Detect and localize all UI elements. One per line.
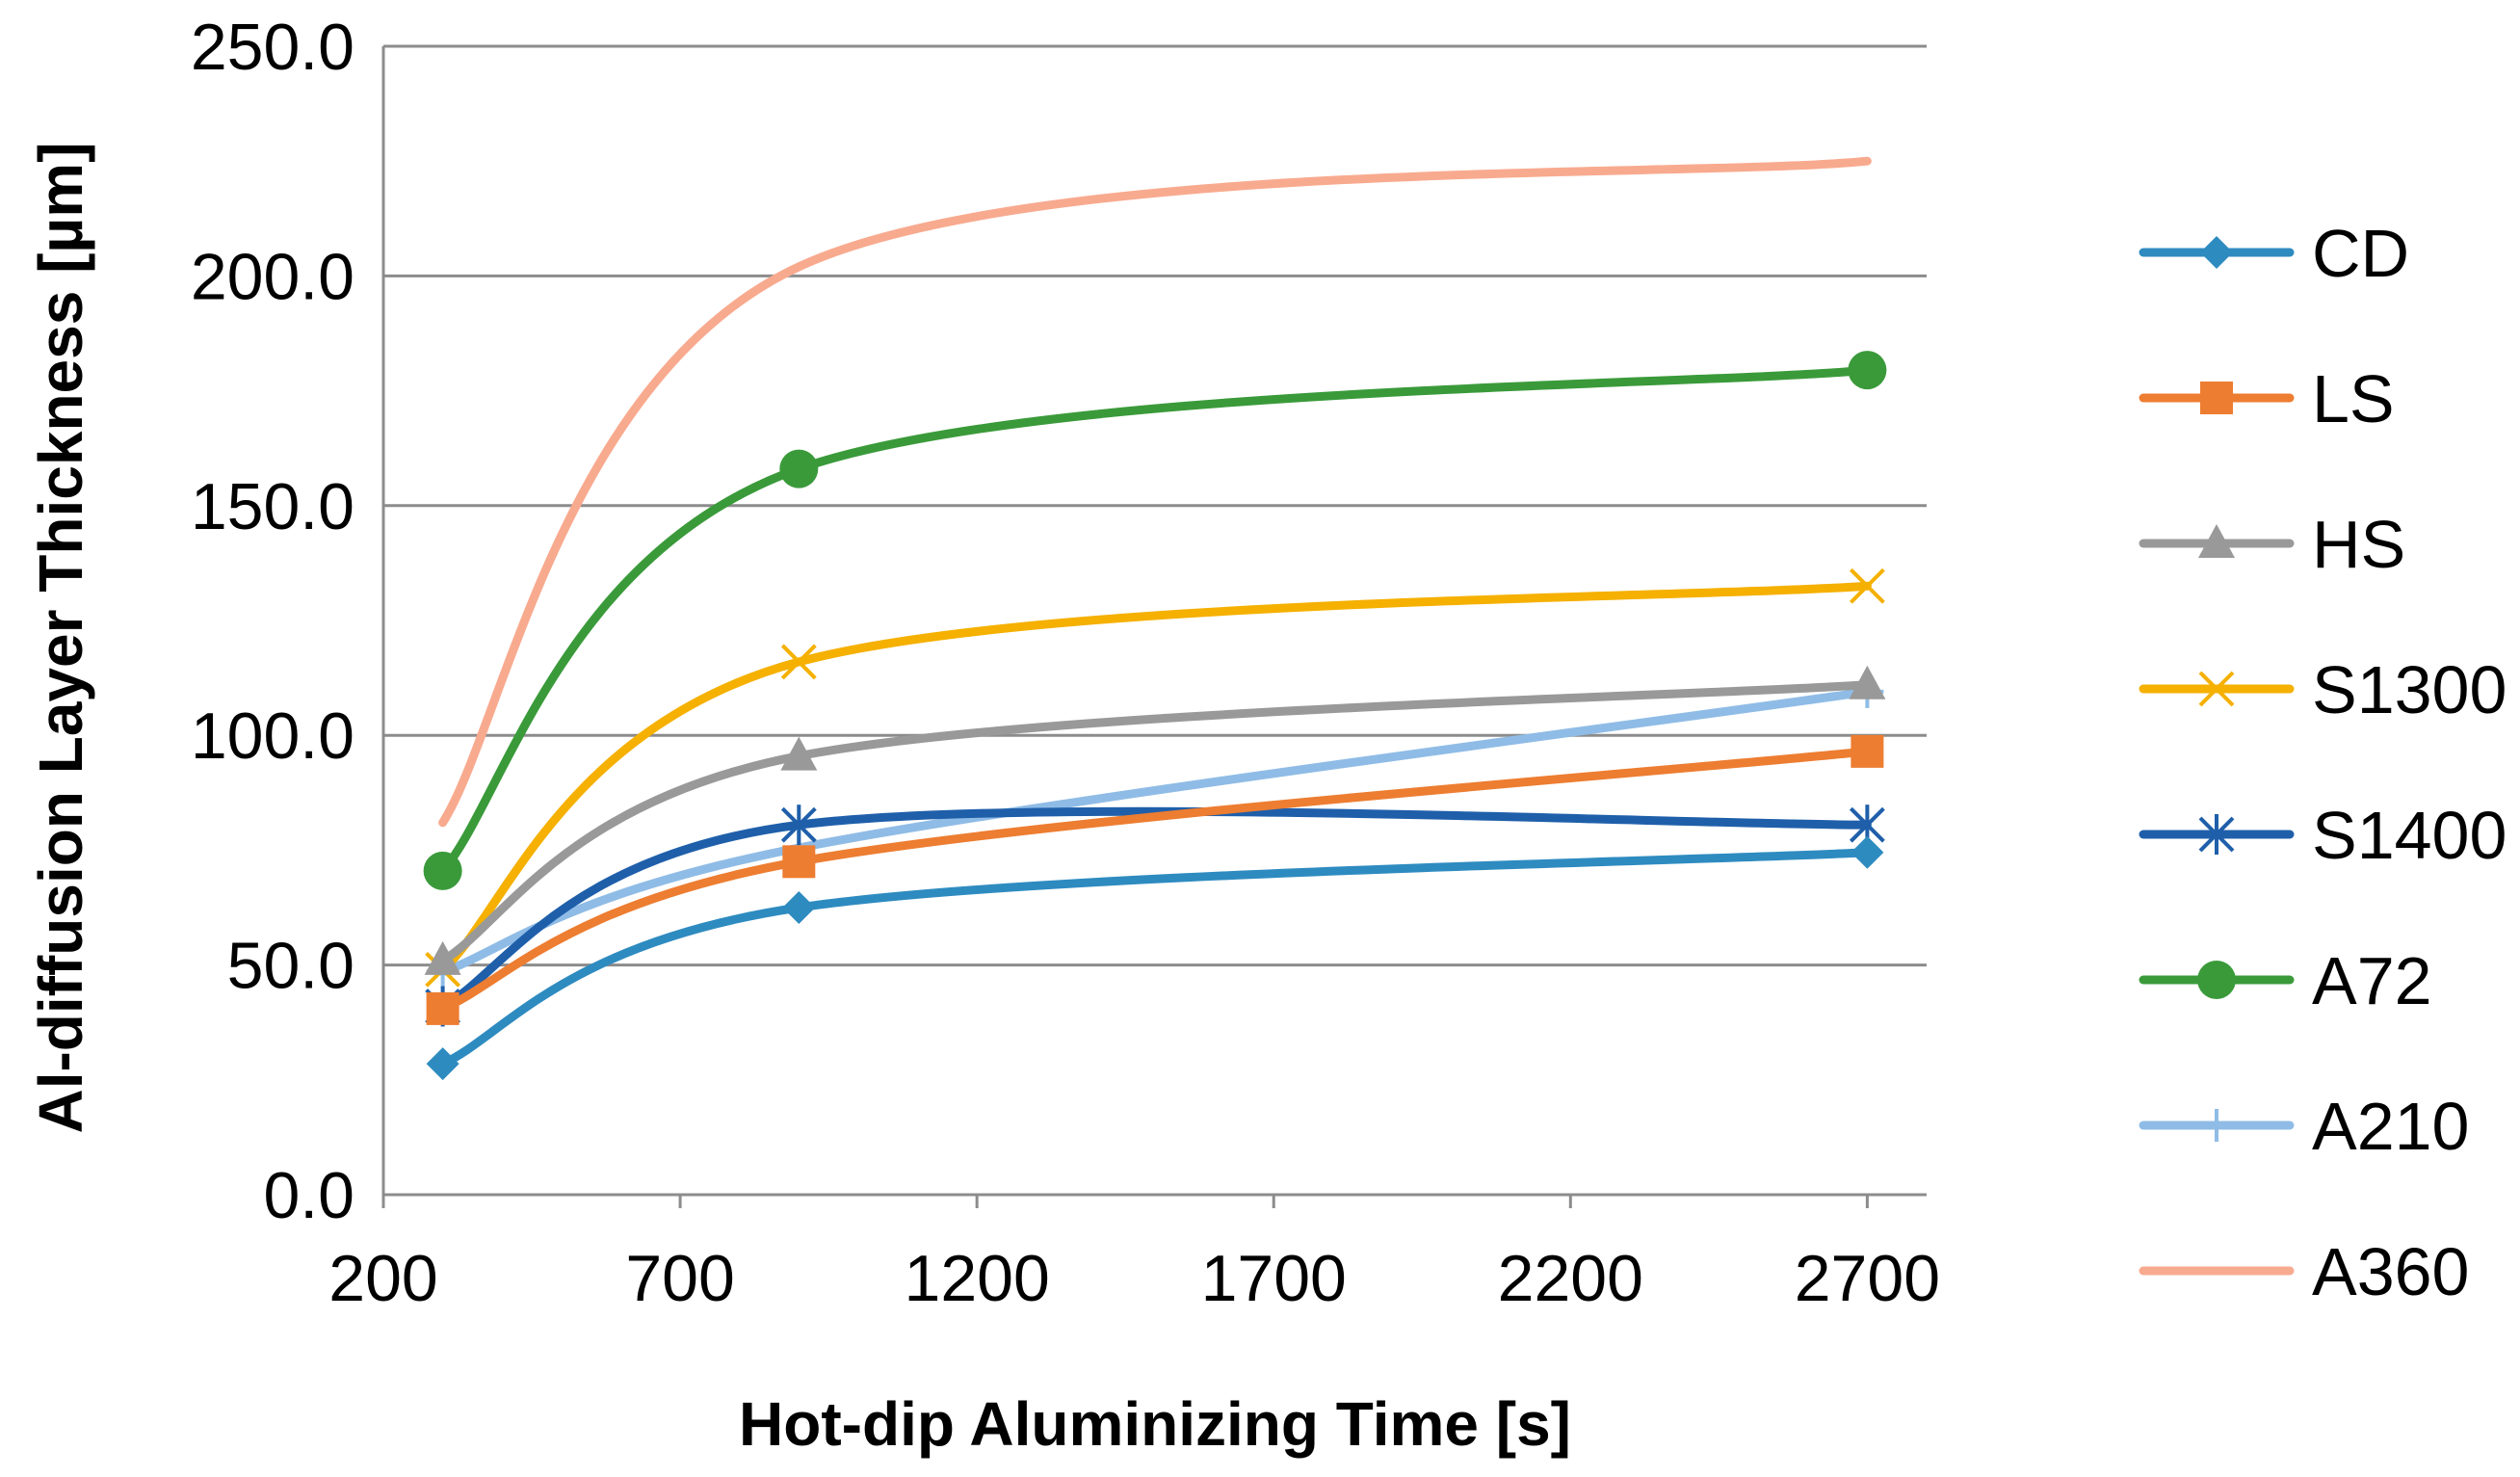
legend-item-a210: A210 [2139, 1089, 2469, 1164]
series-line [438, 806, 1872, 1012]
marker-stroke [780, 644, 817, 680]
data-point [780, 804, 817, 846]
data-point [779, 449, 819, 488]
legend-marker [2198, 671, 2235, 707]
x-tick-label: 1200 [905, 1242, 1050, 1315]
data-point [1849, 567, 1885, 604]
series-s1400 [425, 804, 1885, 1027]
y-tick-label: 0.0 [263, 1159, 354, 1232]
y-tick-label: 100.0 [191, 699, 354, 773]
legend-label: A210 [2312, 1089, 2469, 1164]
series-line [438, 680, 1872, 965]
grid-layer [383, 44, 1927, 967]
series-a72 [423, 351, 1887, 890]
legend-item-a360: A360 [2139, 1234, 2469, 1309]
data-point [426, 991, 459, 1025]
x-tick-label: 200 [328, 1242, 437, 1315]
x-tick-label: 2700 [1795, 1242, 1940, 1315]
legend-item-cd: CD [2139, 216, 2409, 291]
legend-marker [2200, 1109, 2233, 1142]
legend-item-s1400: S1400 [2139, 798, 2507, 873]
legend-label: S1400 [2312, 798, 2507, 873]
data-point [780, 736, 818, 771]
axis-layer: 0.0 50.0 100.0 150.0 200.0 250.0 200 700 1200 170… [191, 11, 1940, 1315]
legend-label: LS [2312, 361, 2395, 436]
data-point [1851, 835, 1884, 869]
series-cd [426, 835, 1884, 1081]
x-axis-title: Hot-dip Aluminizing Time [s] [739, 1389, 1571, 1459]
legend-item-ls: LS [2139, 361, 2395, 436]
x-tick-label: 700 [625, 1242, 734, 1315]
series-line [438, 848, 1872, 1068]
legend-item-a72: A72 [2139, 943, 2432, 1018]
legend: CD LS HS S1300 S1400 A72 A210 A360 [2139, 216, 2507, 1309]
data-point [780, 644, 817, 680]
series-a360 [438, 156, 1872, 828]
legend-marker [2198, 524, 2235, 558]
legend-label: A72 [2312, 943, 2432, 1018]
legend-label: HS [2312, 507, 2405, 582]
series-line [438, 581, 1872, 974]
series-line [438, 687, 1872, 977]
y-tick-label: 200.0 [191, 240, 354, 313]
y-tick-label: 250.0 [191, 11, 354, 84]
data-point [1848, 351, 1887, 390]
data-point [423, 851, 462, 890]
data-point [1849, 665, 1886, 699]
data-point [782, 891, 816, 924]
x-tick-label: 1700 [1201, 1242, 1347, 1315]
x-tick-label: 2200 [1498, 1242, 1643, 1315]
legend-marker [2198, 814, 2235, 855]
data-point [424, 940, 461, 975]
legend-label: A360 [2312, 1234, 2469, 1309]
series-ls [426, 734, 1884, 1025]
legend-label: CD [2312, 216, 2409, 291]
series-layer [423, 156, 1887, 1081]
y-tick-label: 150.0 [191, 470, 354, 543]
series-line [438, 747, 1872, 1014]
y-tick-label: 50.0 [227, 930, 354, 1003]
legend-marker [2197, 961, 2236, 999]
series-line [438, 365, 1872, 876]
series-line [438, 156, 1872, 828]
legend-marker [2200, 382, 2233, 414]
legend-item-hs: HS [2139, 507, 2405, 582]
series-s1300 [425, 567, 1885, 988]
series-hs [424, 665, 1886, 975]
y-axis-title: Al-diffusion Layer Thickness [µm] [26, 142, 95, 1133]
legend-label: S1300 [2312, 652, 2507, 727]
legend-marker [2200, 236, 2233, 269]
legend-item-s1300: S1300 [2139, 652, 2507, 727]
data-point [426, 1047, 459, 1081]
marker-stroke [2198, 671, 2235, 707]
data-point [1851, 734, 1884, 768]
data-point [782, 845, 816, 879]
marker-stroke [1849, 567, 1885, 604]
